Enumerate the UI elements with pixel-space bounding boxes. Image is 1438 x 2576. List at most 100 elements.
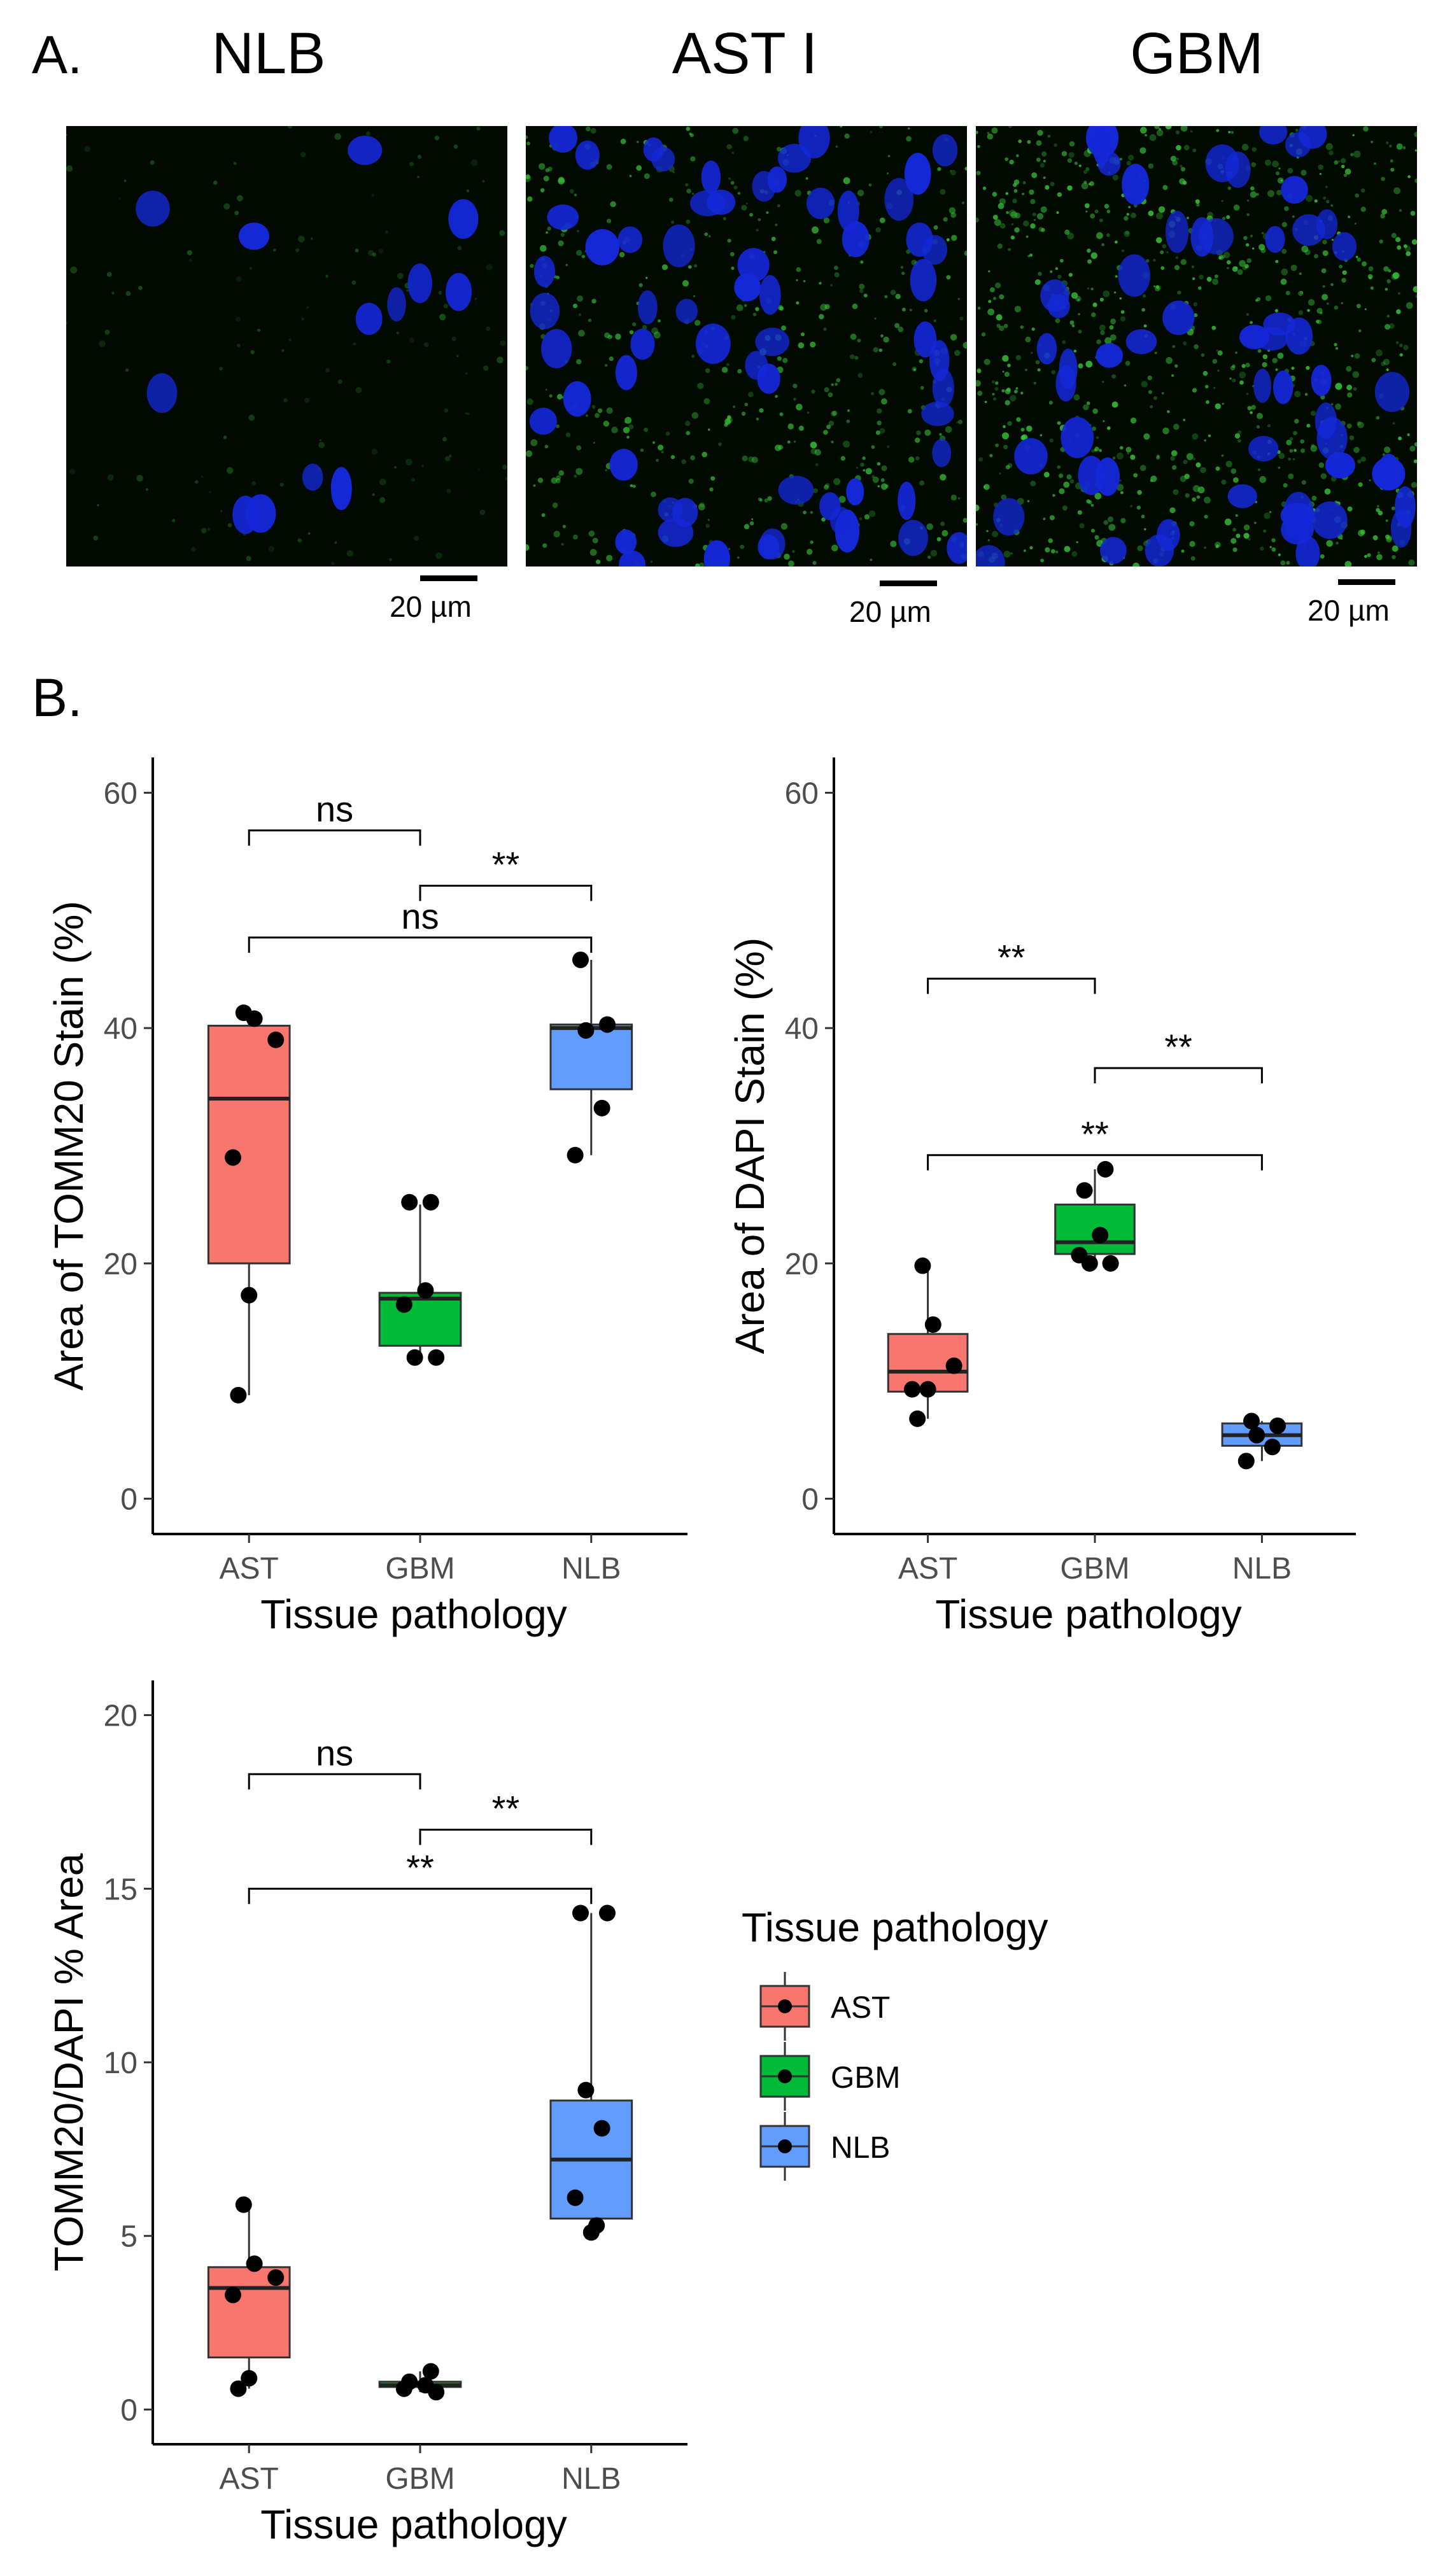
mito-spot <box>945 426 952 433</box>
mito-spot <box>319 439 321 442</box>
data-point <box>1081 1255 1098 1272</box>
mito-spot <box>993 397 997 401</box>
mito-spot <box>823 430 828 435</box>
mito-spot <box>824 304 830 309</box>
mito-spot <box>70 266 78 274</box>
x-tick-label: NLB <box>561 2462 621 2496</box>
mito-spot <box>1149 134 1157 141</box>
mito-spot <box>1414 178 1417 183</box>
mito-spot <box>1222 216 1226 220</box>
mito-spot <box>66 321 68 325</box>
box-gbm <box>378 1204 462 1358</box>
mito-spot <box>989 287 995 293</box>
mito-spot <box>1038 272 1042 276</box>
mito-spot <box>1341 164 1345 169</box>
mito-spot <box>686 219 691 224</box>
mito-spot <box>384 230 388 234</box>
mito-spot <box>1352 134 1355 136</box>
mito-spot <box>1267 424 1271 428</box>
mito-spot <box>1020 325 1024 329</box>
mito-spot <box>749 213 753 217</box>
nucleus <box>541 328 572 369</box>
mito-spot <box>609 356 614 362</box>
mito-spot <box>1035 360 1040 365</box>
mito-spot <box>940 188 946 195</box>
mito-spot <box>629 330 634 335</box>
nucleus <box>1295 536 1320 567</box>
mito-spot <box>796 301 800 305</box>
mito-spot <box>1171 374 1174 377</box>
mito-spot <box>1357 257 1361 262</box>
mito-spot <box>453 144 458 149</box>
mito-spot <box>526 175 532 182</box>
mito-spot <box>1322 250 1329 257</box>
mito-spot <box>1294 419 1299 424</box>
mito-spot <box>898 327 904 332</box>
mito-spot <box>1360 206 1366 212</box>
box-gbm <box>1054 1169 1136 1263</box>
mito-spot <box>1377 505 1379 508</box>
mito-spot <box>1030 481 1036 486</box>
nucleus <box>619 550 645 567</box>
mito-spot <box>1227 260 1231 265</box>
mito-spot <box>1175 130 1180 135</box>
mito-spot <box>709 487 714 492</box>
mito-spot <box>1029 189 1034 195</box>
mito-spot <box>596 560 601 565</box>
mito-spot <box>1145 134 1147 137</box>
mito-spot <box>900 265 904 269</box>
mito-spot <box>545 168 549 172</box>
mito-spot <box>976 217 979 223</box>
mito-spot <box>1067 185 1073 191</box>
nucleus <box>1061 417 1094 458</box>
mito-spot <box>610 201 616 208</box>
nucleus <box>1055 365 1076 402</box>
mito-spot <box>992 393 995 396</box>
mito-spot <box>1246 313 1250 316</box>
mito-spot <box>1314 254 1318 258</box>
mito-spot <box>843 177 850 185</box>
mito-spot <box>1033 381 1037 385</box>
mito-spot <box>443 304 448 309</box>
mito-spot <box>726 144 732 150</box>
mito-spot <box>784 553 790 560</box>
mito-spot <box>1281 268 1288 276</box>
mito-spot <box>626 435 630 439</box>
mito-spot <box>991 380 995 384</box>
y-tick-label: 40 <box>104 1012 137 1046</box>
mito-spot <box>553 530 560 538</box>
mito-spot <box>954 349 961 356</box>
y-tick-label: 0 <box>120 2393 137 2427</box>
mito-spot <box>1130 505 1132 508</box>
mito-spot <box>1414 149 1417 152</box>
mito-spot <box>1331 239 1334 241</box>
mito-spot <box>1346 365 1352 372</box>
mito-spot <box>223 435 227 439</box>
mito-spot <box>1174 265 1180 271</box>
mito-spot <box>476 126 481 131</box>
mito-spot <box>337 379 342 384</box>
mito-spot <box>984 400 987 404</box>
mito-spot <box>466 189 470 192</box>
mito-spot <box>449 454 452 458</box>
nucleus <box>651 146 675 172</box>
mito-spot <box>1356 304 1361 309</box>
mito-spot <box>237 344 241 348</box>
legend-label: NLB <box>831 2131 890 2165</box>
mito-spot <box>1334 342 1337 346</box>
mito-spot <box>852 303 858 309</box>
mito-spot <box>1284 206 1289 211</box>
data-point <box>246 1010 263 1027</box>
points-ast <box>225 1004 285 1404</box>
mito-spot <box>456 355 459 358</box>
mito-spot <box>623 426 630 433</box>
mito-spot <box>1059 258 1064 263</box>
mito-spot <box>834 272 840 278</box>
mito-spot <box>1230 468 1237 474</box>
mito-spot <box>1020 435 1026 440</box>
mito-spot <box>526 366 528 370</box>
mito-spot <box>1342 270 1347 275</box>
mito-spot <box>1051 549 1055 554</box>
mito-spot <box>577 230 579 232</box>
mito-spot <box>1232 528 1236 532</box>
